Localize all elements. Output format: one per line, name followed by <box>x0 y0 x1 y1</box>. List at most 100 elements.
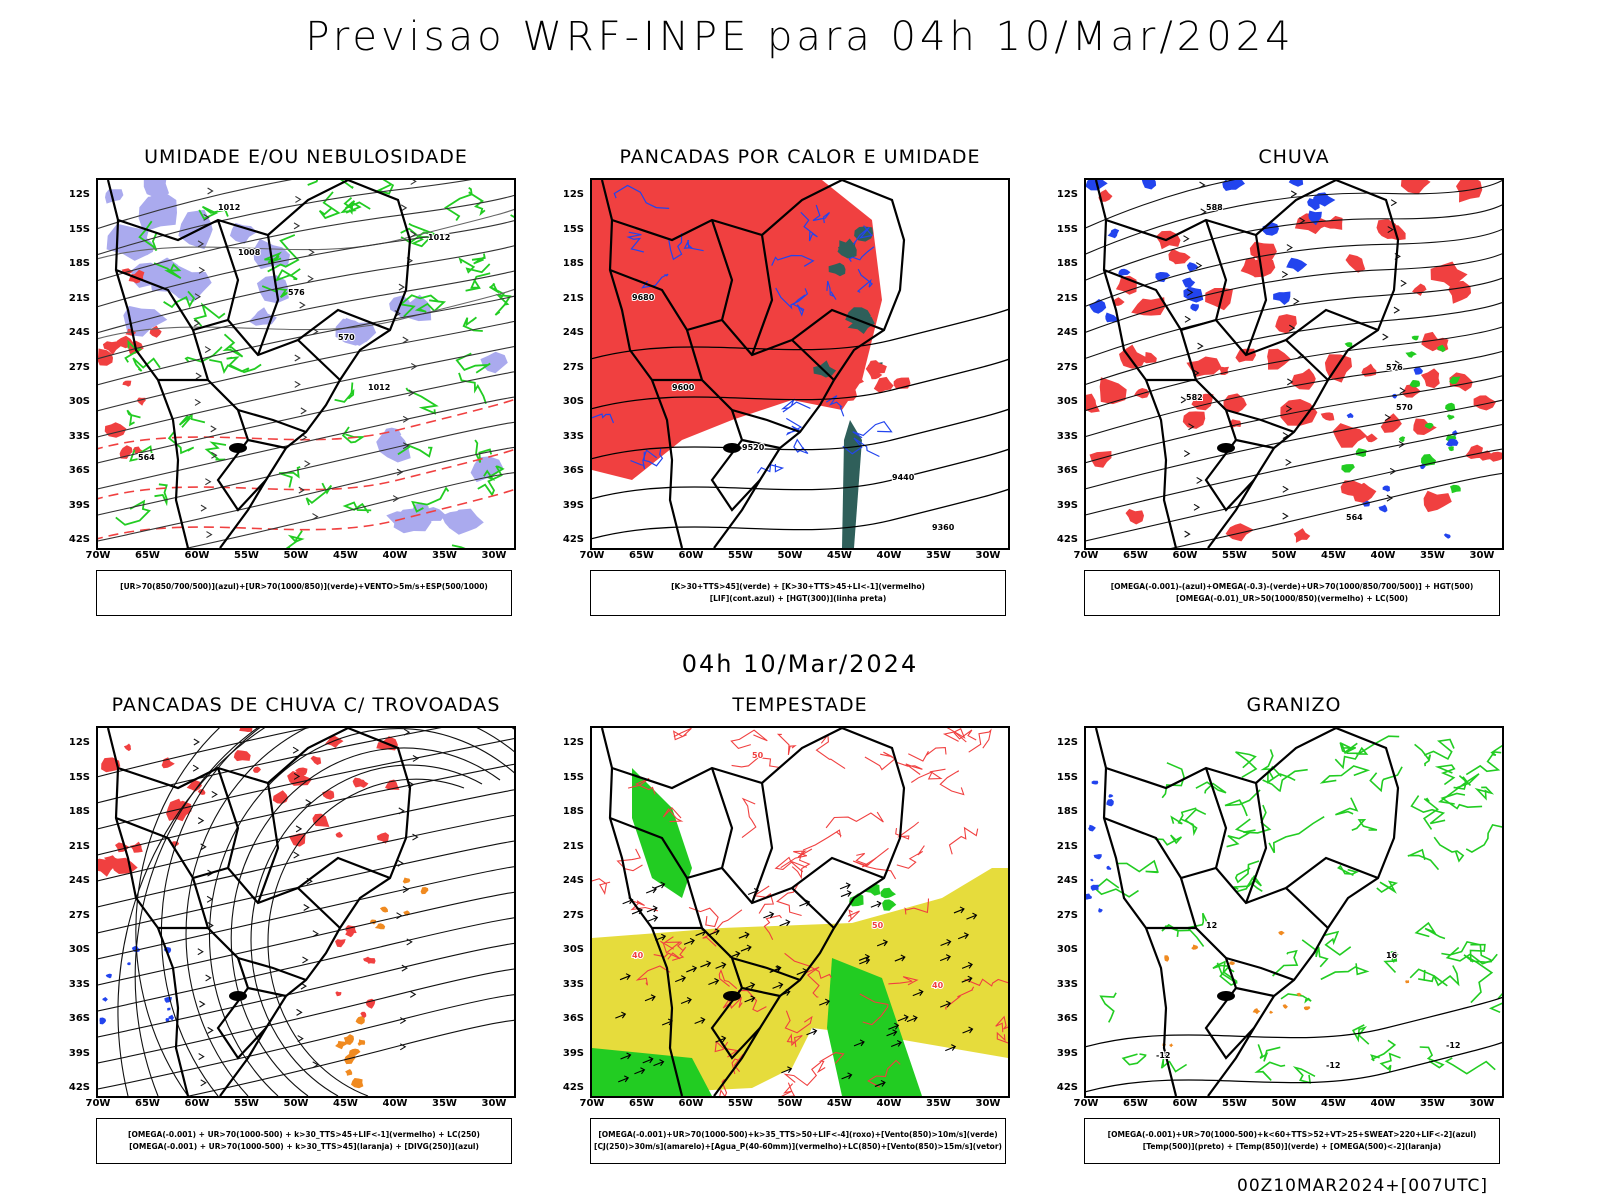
storm-red-area <box>295 767 308 778</box>
lif-blue-contour <box>793 438 809 455</box>
wind-vector <box>715 961 727 969</box>
wind-vector <box>642 1056 654 1064</box>
legend-line: [LIF](cont.azul) + [HGT(300)](linha pret… <box>709 594 887 603</box>
wind-streamline <box>1170 472 1502 548</box>
lat-tick-label: 18S <box>562 806 584 817</box>
wind-streamline <box>98 180 472 256</box>
precip-water-red-contour <box>904 898 930 915</box>
lat-tick-label: 30S <box>68 396 90 407</box>
contour-label: 12 <box>1206 921 1217 930</box>
border-line <box>256 782 280 904</box>
wind-vector <box>647 914 659 922</box>
storm-orange-area <box>351 1078 364 1089</box>
streamline-arrow <box>1384 414 1392 422</box>
temp850-green-contour <box>1465 751 1502 776</box>
precip-water-red-contour <box>948 826 979 855</box>
thickness-red-contour <box>98 398 514 450</box>
map-area[interactable]: 50 40 50 40 <box>590 726 1010 1098</box>
temp850-green-contour <box>1422 797 1439 830</box>
temp850-green-contour <box>1433 965 1460 987</box>
humidity-green-contour <box>474 439 493 463</box>
wind-streamline <box>98 942 514 1038</box>
wind-vector <box>912 989 924 997</box>
lon-tick-label: 55W <box>1222 550 1247 561</box>
humidity-green-contour <box>462 316 483 332</box>
streamline-arrow <box>1290 190 1298 198</box>
lagoon <box>1217 991 1235 1001</box>
map-area[interactable] <box>96 726 516 1098</box>
map-area[interactable]: -12 -12 12 16 -12 <box>1084 726 1504 1098</box>
streamline-arrow <box>1293 297 1300 305</box>
rain-red-area <box>1423 490 1452 513</box>
streamline-arc <box>160 728 514 1096</box>
map-svg: 1012 1008 576 570 564 1012 1012 <box>98 180 514 548</box>
temp850-green-contour <box>1224 789 1261 817</box>
precip-water-red-contour <box>847 909 860 923</box>
lat-tick-label: 27S <box>562 909 584 921</box>
rain-red-area <box>1223 393 1247 414</box>
panel-title: GRANIZO <box>1246 694 1342 716</box>
lif-blue-contour <box>852 420 893 439</box>
precip-water-red-contour <box>616 848 643 872</box>
wind-vector <box>779 919 791 927</box>
border-line <box>106 728 190 1096</box>
temp850-green-contour <box>1094 878 1139 898</box>
temp850-green-contour <box>1292 1066 1316 1084</box>
lon-tick-label: 60W <box>184 1098 210 1109</box>
map-area[interactable]: 588 582 576 570 564 <box>1084 178 1504 550</box>
omega-blue-area <box>1346 412 1354 419</box>
hail-blue-area <box>1090 884 1099 891</box>
wind-vector <box>772 981 784 989</box>
streamline-arrow <box>206 531 213 539</box>
streamline-arrow <box>1400 279 1407 287</box>
wind850-green-area <box>882 899 897 911</box>
streamline-arrow <box>402 336 409 344</box>
temp850-green-contour <box>1445 946 1498 965</box>
border-line <box>1179 329 1275 450</box>
streamline-arrow <box>192 764 200 772</box>
contour-label: 564 <box>1346 513 1363 522</box>
map-area[interactable]: 9680 9600 9520 9440 9360 <box>590 178 1010 550</box>
omega-orange-area <box>1252 1008 1261 1015</box>
humidity-700-area <box>123 305 168 337</box>
lon-tick-label: 55W <box>1222 1098 1247 1109</box>
border-line <box>731 956 801 982</box>
temp850-green-contour <box>1235 751 1258 778</box>
wind-streamline <box>98 763 514 856</box>
legend-line: [OMEGA(-0.01)_UR>50(1000/850)(vermelho) … <box>1175 594 1409 603</box>
humidity-green-contour <box>458 372 487 404</box>
lat-tick-label: 39S <box>1056 1047 1078 1059</box>
streamline-arrow <box>396 912 403 920</box>
wind-vector <box>618 1075 630 1083</box>
humidity-green-contour <box>483 465 505 481</box>
omega-blue-area <box>1107 228 1120 239</box>
lif-blue-contour <box>771 254 815 267</box>
humidity-700-area <box>178 209 213 250</box>
wind-vector <box>740 944 752 952</box>
temp850-green-contour <box>1369 766 1403 793</box>
hail-blue-area <box>1106 799 1114 807</box>
precip-water-red-contour <box>786 1033 803 1048</box>
border-line <box>1179 877 1275 998</box>
panel-title: CHUVA <box>1258 146 1330 168</box>
lon-tick-label: 65W <box>629 550 654 561</box>
hail-blue-area <box>1098 908 1103 913</box>
precip-red-area <box>119 445 133 459</box>
humidity-green-contour <box>278 466 301 488</box>
temp850-green-contour <box>1254 1061 1286 1081</box>
lat-tick-label: 21S <box>562 840 584 852</box>
rain-red-area <box>1290 368 1316 390</box>
precip-water-red-contour <box>662 806 684 823</box>
rain-red-area <box>1400 180 1431 195</box>
humidity-green-contour <box>471 253 486 265</box>
rain-red-area <box>1412 283 1427 296</box>
precip-water-red-contour <box>660 936 682 954</box>
map-area[interactable]: 1012 1008 576 570 564 1012 1012 <box>96 178 516 550</box>
temp850-green-contour <box>1154 834 1183 846</box>
streamline-arrow <box>294 354 301 362</box>
humidity-green-contour <box>129 445 153 462</box>
border-line <box>1204 439 1255 512</box>
streamline-arrow <box>412 754 420 762</box>
hail-blue-area <box>1086 893 1093 900</box>
wind-vector <box>700 960 712 968</box>
